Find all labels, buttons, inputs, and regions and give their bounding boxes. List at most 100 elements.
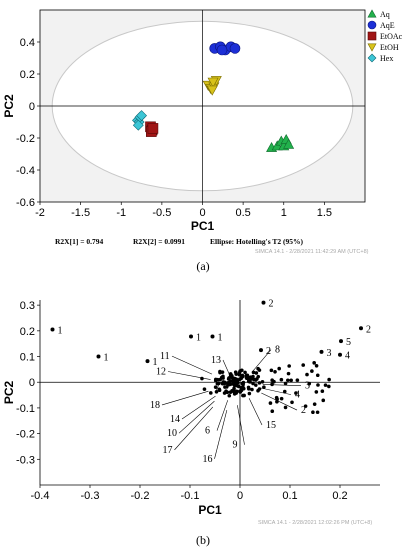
loading-point [215, 381, 220, 386]
loading-point [320, 389, 325, 394]
legend-label-aq: Aq [380, 10, 390, 19]
annotation-leader [261, 392, 298, 411]
panel-b-loading-plot: -0.4 -0.3 -0.2 -0.1 0 0.1 0.2 -0.3 -0.2 -0.1 0 0.1… [2, 299, 380, 547]
x-tick-label: 0 [237, 490, 243, 502]
loading-point [279, 396, 284, 401]
panel-b-x-axis-label: PC1 [198, 503, 222, 517]
y-tick-label: -0.2 [16, 429, 35, 441]
y-tick-label: 0.2 [20, 69, 35, 81]
loading-point [254, 371, 259, 375]
legend-label-etoac: EtOAc [380, 32, 403, 41]
panel-b-loading-cloud [200, 361, 331, 415]
loading-point [260, 379, 265, 384]
annotation-label: 3 [305, 381, 310, 392]
x-tick-label: -0.2 [131, 490, 150, 502]
panel-a-data-points [132, 41, 295, 152]
loading-point [202, 387, 207, 391]
panel-a-watermark: SIMCA 14.1 - 2/28/2021 11:42:29 AM (UTC+… [255, 249, 369, 255]
annotation-leader [226, 384, 232, 388]
x-tick-label: -0.5 [152, 207, 171, 219]
x-tick-label: 0.2 [332, 490, 347, 502]
annotation-label: 11 [160, 351, 170, 362]
x-tick-label: -1 [116, 207, 126, 219]
annotation-label: 8 [275, 345, 280, 356]
loading-point [237, 370, 242, 375]
annotation-leader [259, 387, 292, 395]
annotation-leader [174, 406, 214, 451]
ellipse-label: Ellipse: Hotelling's T2 (95%) [210, 237, 303, 246]
loading-point [327, 377, 331, 382]
annotation-label: 6 [205, 426, 210, 437]
loading-point [303, 404, 308, 408]
loading-point [272, 379, 276, 384]
annotation-label: 10 [167, 428, 177, 439]
y-tick-label: 0 [29, 377, 35, 389]
annotation-leader [167, 371, 211, 380]
annotation-label: 15 [266, 420, 276, 431]
loading-point [315, 410, 320, 415]
loading-point [270, 409, 275, 414]
point-hex [132, 119, 144, 131]
panel-b-y-axis-label: PC2 [2, 381, 16, 405]
annotation-label: 7 [215, 382, 220, 393]
annotation-leader [214, 410, 228, 459]
annotation-leader [178, 400, 215, 434]
annotation-label: 2 [301, 405, 306, 416]
labeled-loading-point [259, 348, 263, 353]
loading-point [208, 391, 213, 395]
panel-a-y-axis-label: PC2 [2, 94, 16, 118]
annotation-label: 13 [211, 355, 221, 366]
panel-a-caption: (a) [196, 259, 209, 273]
annotation-label: 18 [150, 400, 160, 411]
loading-point [310, 369, 314, 373]
loading-point [227, 376, 231, 380]
point-label: 1 [218, 332, 223, 343]
loading-point [227, 393, 232, 398]
loading-point [269, 368, 274, 373]
loading-point [253, 383, 258, 387]
y-tick-label: -0.4 [16, 165, 35, 177]
loading-point [294, 391, 298, 395]
panel-a-zero-lines [40, 10, 365, 202]
point-label: 2 [269, 299, 274, 310]
loading-point [236, 384, 241, 389]
loading-point [219, 375, 224, 380]
loading-point [247, 391, 252, 396]
legend-marker-hex [367, 53, 377, 63]
loading-point [295, 378, 300, 382]
annotation-leader [181, 395, 216, 420]
loading-point [241, 382, 245, 387]
loading-point [287, 364, 291, 368]
legend-marker-etoh [367, 43, 377, 52]
loading-point [250, 375, 254, 380]
loading-point [241, 385, 245, 390]
x-tick-label: -1.5 [71, 207, 90, 219]
x-tick-label: -0.4 [31, 490, 50, 502]
labeled-loading-point [338, 352, 342, 357]
loading-point [286, 378, 290, 383]
loading-point [316, 383, 320, 387]
labeled-loading-point [359, 326, 363, 331]
x-tick-label: -0.1 [181, 490, 200, 502]
annotation-label: 16 [203, 454, 213, 465]
loading-point [283, 405, 288, 410]
loading-point [255, 377, 259, 381]
panel-a-x-tick-labels: -2 -1.5 -1 -0.5 0 0.5 1 1.5 [35, 202, 332, 219]
point-label: 5 [346, 337, 351, 348]
loading-point [286, 371, 291, 376]
legend-label-hex: Hex [380, 54, 393, 63]
annotation-leader [248, 398, 263, 426]
panel-b-x-tick-labels: -0.4 -0.3 -0.2 -0.1 0 0.1 0.2 [31, 485, 348, 502]
loading-point [231, 389, 236, 394]
r2x2-readout: R2X[2] = 0.0991 [133, 237, 185, 246]
loading-point [312, 361, 316, 365]
loading-point [234, 382, 238, 387]
loading-point [234, 389, 239, 394]
loading-point [200, 376, 204, 381]
annotation-leader [237, 405, 245, 445]
labeled-loading-point [339, 339, 343, 344]
loading-point [251, 381, 255, 386]
loading-point [257, 381, 262, 385]
